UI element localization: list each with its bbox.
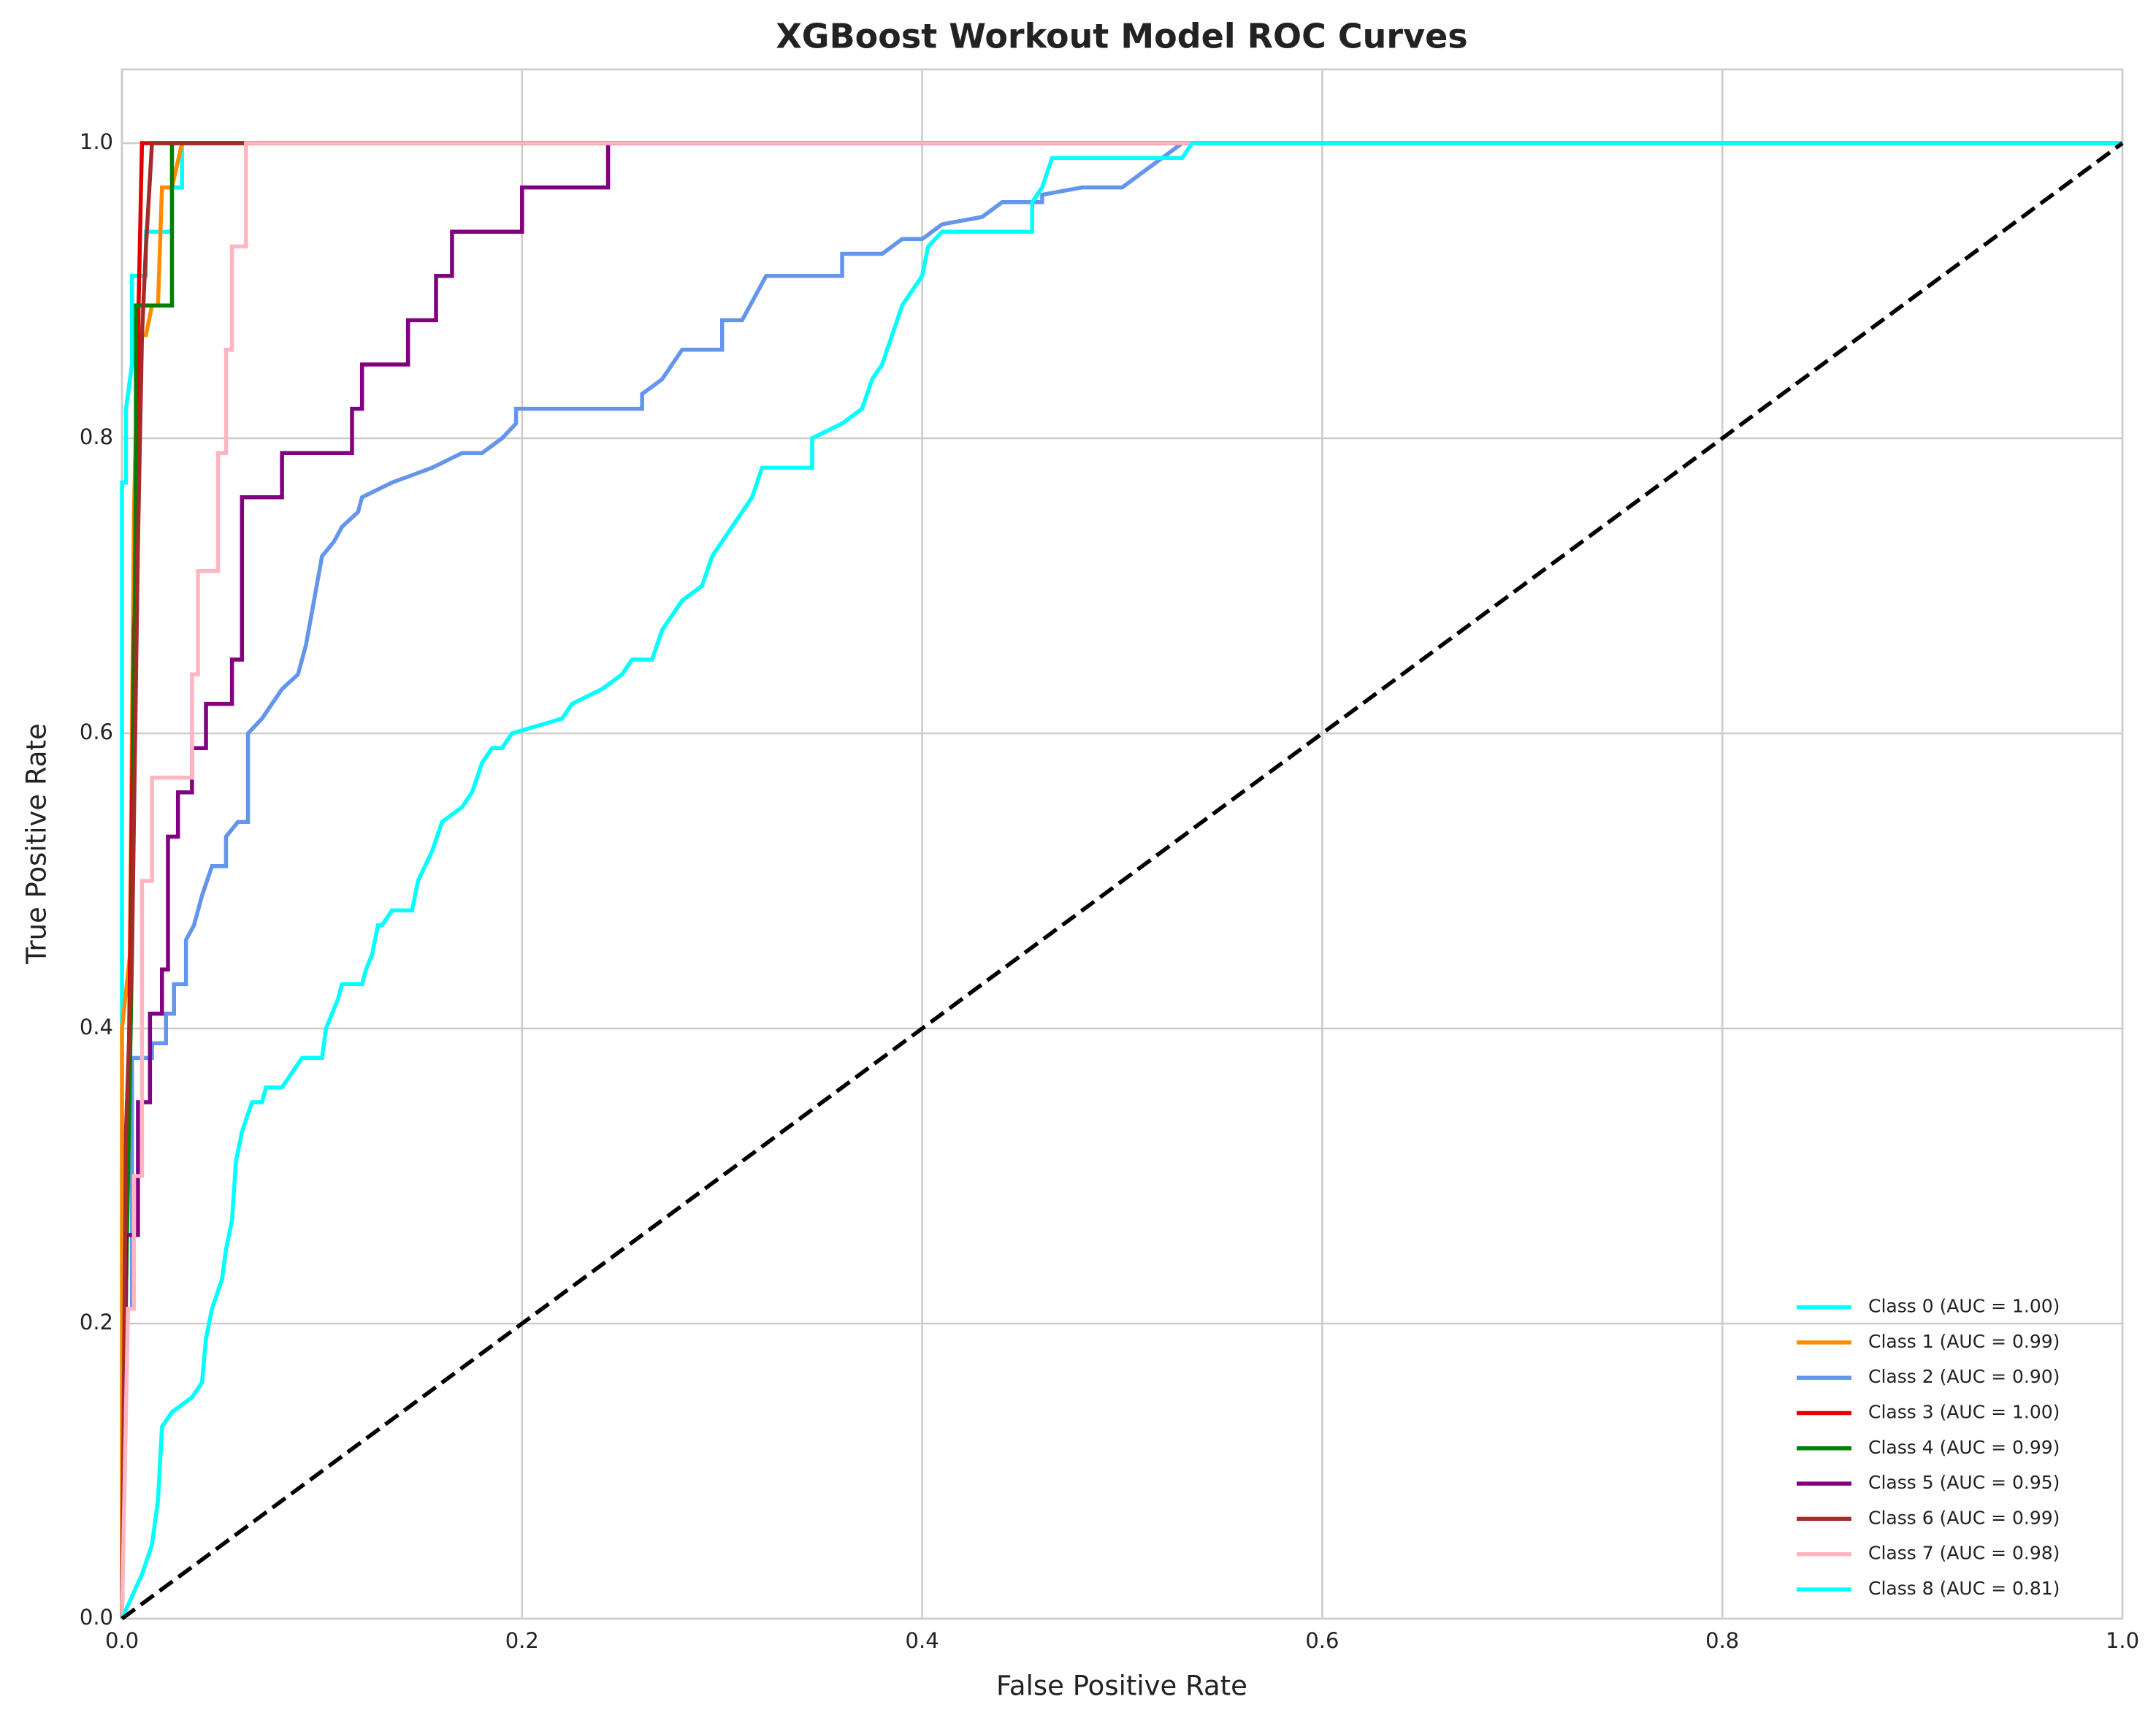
y-tick-label: 0.2	[80, 1310, 113, 1335]
legend-label: Class 5 (AUC = 0.95)	[1868, 1472, 2060, 1493]
x-tick-label: 0.8	[1705, 1628, 1739, 1653]
legend-label: Class 8 (AUC = 0.81)	[1868, 1578, 2060, 1599]
x-tick-label: 0.2	[505, 1628, 539, 1653]
legend-label: Class 4 (AUC = 0.99)	[1868, 1437, 2060, 1458]
roc-curve	[120, 141, 2122, 1619]
y-axis-label: True Positive Rate	[21, 723, 53, 965]
x-tick-label: 1.0	[2106, 1628, 2139, 1653]
legend-label: Class 3 (AUC = 1.00)	[1868, 1402, 2060, 1423]
y-tick-label: 0.4	[80, 1015, 113, 1039]
y-tick-label: 0.0	[80, 1605, 113, 1630]
legend-label: Class 0 (AUC = 1.00)	[1868, 1296, 2060, 1317]
y-tick-label: 0.6	[80, 719, 113, 744]
chart-title: XGBoost Workout Model ROC Curves	[776, 17, 1467, 56]
x-tick-label: 0.0	[105, 1628, 139, 1653]
roc-curve	[120, 141, 2122, 1620]
y-tick-label: 0.8	[80, 424, 113, 449]
legend-label: Class 1 (AUC = 0.99)	[1868, 1331, 2060, 1352]
x-axis-label: False Positive Rate	[996, 1671, 1247, 1702]
legend-label: Class 2 (AUC = 0.90)	[1868, 1366, 2060, 1387]
chance-line	[121, 141, 2124, 1621]
roc-curve	[120, 141, 2122, 1619]
x-tick-label: 0.4	[906, 1628, 939, 1653]
roc-curve	[120, 141, 2122, 1619]
x-tick-label: 0.6	[1305, 1628, 1339, 1653]
legend-label: Class 7 (AUC = 0.98)	[1868, 1543, 2060, 1564]
legend-label: Class 6 (AUC = 0.99)	[1868, 1507, 2060, 1528]
roc-curve	[120, 141, 2122, 1619]
y-tick-label: 1.0	[80, 129, 113, 154]
